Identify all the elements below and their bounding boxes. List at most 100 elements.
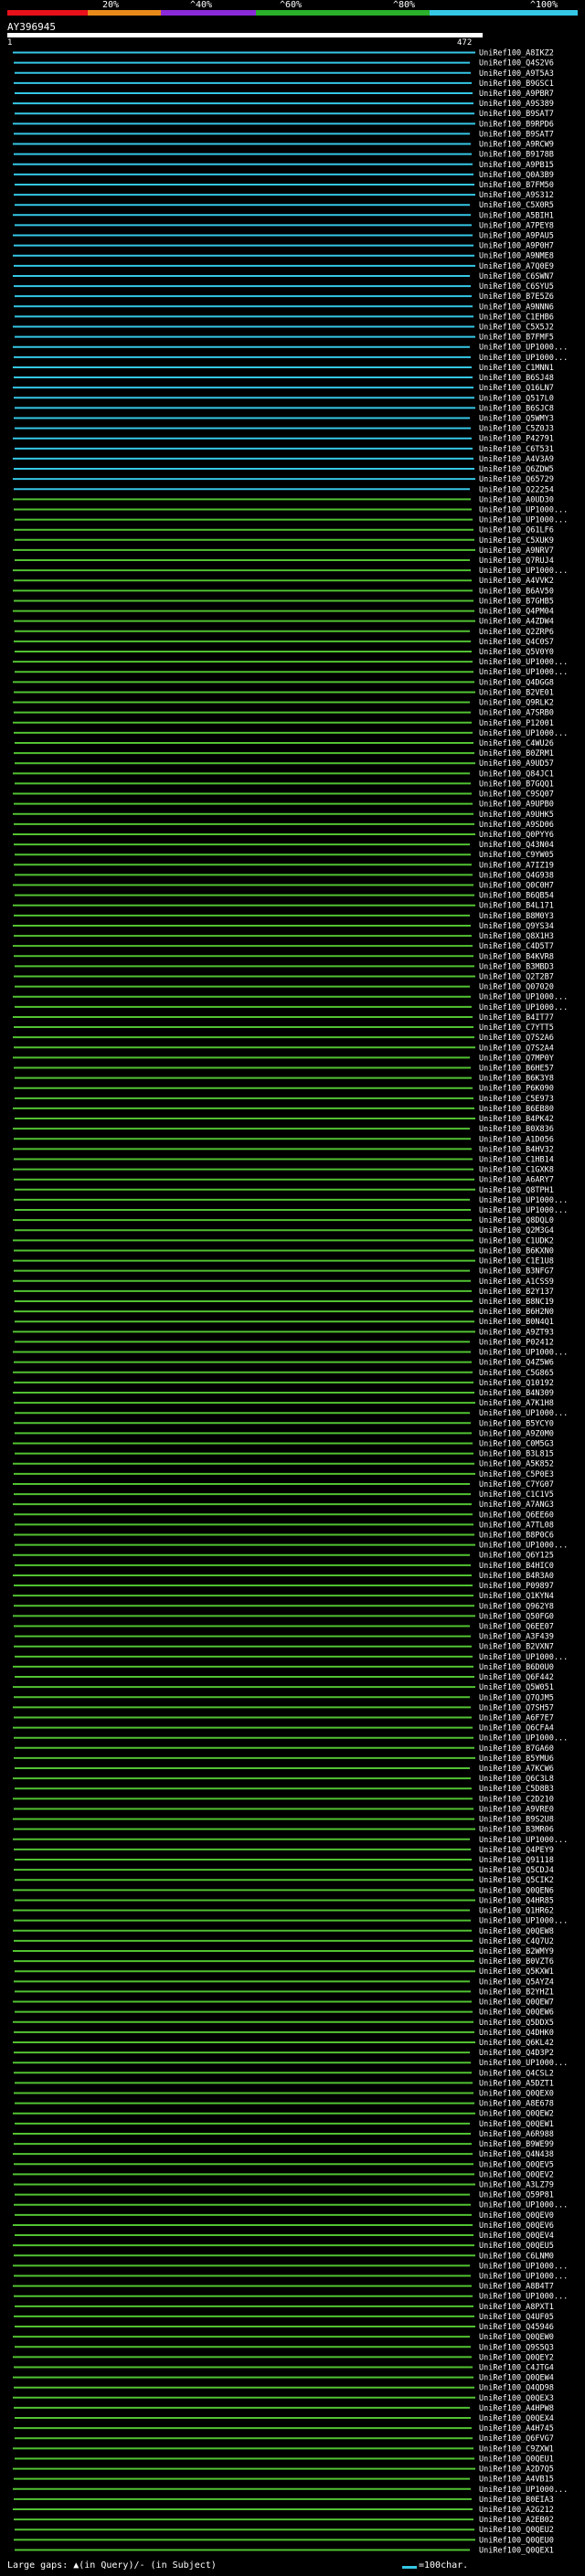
hit-label[interactable]: UniRef100_A9UHK5 bbox=[479, 811, 554, 820]
hit-label[interactable]: UniRef100_C1MNN1 bbox=[479, 364, 554, 373]
hit-label[interactable]: UniRef100_A8IKZ2 bbox=[479, 49, 554, 58]
hit-label[interactable]: UniRef100_Q0QEV4 bbox=[479, 2231, 554, 2241]
hit-label[interactable]: UniRef100_Q22254 bbox=[479, 485, 554, 494]
hit-label[interactable]: UniRef100_Q9YS34 bbox=[479, 922, 554, 931]
hit-label[interactable]: UniRef100_B0X836 bbox=[479, 1125, 554, 1134]
hit-label[interactable]: UniRef100_C1GXK8 bbox=[479, 1166, 554, 1175]
hit-label[interactable]: UniRef100_UP1000... bbox=[479, 2059, 568, 2068]
hit-label[interactable]: UniRef100_C4JTG4 bbox=[479, 2363, 554, 2372]
hit-label[interactable]: UniRef100_B3MBD3 bbox=[479, 962, 554, 971]
hit-label[interactable]: UniRef100_Q0QEW7 bbox=[479, 1998, 554, 2008]
hit-label[interactable]: UniRef100_A7PEY8 bbox=[479, 221, 554, 230]
hit-label[interactable]: UniRef100_B5YMU6 bbox=[479, 1754, 554, 1764]
hit-label[interactable]: UniRef100_Q6CFA4 bbox=[479, 1724, 554, 1733]
hit-label[interactable]: UniRef100_Q5CDJ4 bbox=[479, 1866, 554, 1875]
hit-label[interactable]: UniRef100_A9SD06 bbox=[479, 821, 554, 830]
hit-label[interactable]: UniRef100_A4ZDW4 bbox=[479, 618, 554, 627]
hit-label[interactable]: UniRef100_Q5KXW1 bbox=[479, 1967, 554, 1977]
hit-label[interactable]: UniRef100_C6T531 bbox=[479, 445, 554, 454]
hit-label[interactable]: UniRef100_C5X5J2 bbox=[479, 323, 554, 333]
hit-label[interactable]: UniRef100_B2YHZ1 bbox=[479, 1988, 554, 1997]
hit-label[interactable]: UniRef100_B7GHB5 bbox=[479, 597, 554, 606]
hit-label[interactable]: UniRef100_B0VZT6 bbox=[479, 1957, 554, 1966]
hit-label[interactable]: UniRef100_A8B4T7 bbox=[479, 2283, 554, 2292]
hit-label[interactable]: UniRef100_B6D0U0 bbox=[479, 1663, 554, 1672]
hit-label[interactable]: UniRef100_B9SAT7 bbox=[479, 110, 554, 119]
hit-label[interactable]: UniRef100_Q2M3G4 bbox=[479, 1226, 554, 1235]
hit-label[interactable]: UniRef100_Q6FVG7 bbox=[479, 2434, 554, 2443]
hit-label[interactable]: UniRef100_B4HV32 bbox=[479, 1145, 554, 1154]
hit-label[interactable]: UniRef100_Q16LN7 bbox=[479, 384, 554, 393]
hit-label[interactable]: UniRef100_A7TL08 bbox=[479, 1521, 554, 1530]
hit-label[interactable]: UniRef100_Q4S2V6 bbox=[479, 59, 554, 69]
hit-label[interactable]: UniRef100_Q5W051 bbox=[479, 1683, 554, 1692]
hit-label[interactable]: UniRef100_B4IT77 bbox=[479, 1013, 554, 1023]
hit-label[interactable]: UniRef100_UP1000... bbox=[479, 1836, 568, 1845]
hit-label[interactable]: UniRef100_A9PAU5 bbox=[479, 232, 554, 241]
hit-label[interactable]: UniRef100_Q59P81 bbox=[479, 2191, 554, 2200]
hit-label[interactable]: UniRef100_B7FM50 bbox=[479, 181, 554, 190]
hit-label[interactable]: UniRef100_UP1000... bbox=[479, 1542, 568, 1551]
hit-label[interactable]: UniRef100_Q1KYN4 bbox=[479, 1592, 554, 1601]
hit-label[interactable]: UniRef100_UP1000... bbox=[479, 1653, 568, 1662]
hit-label[interactable]: UniRef100_C9SQ07 bbox=[479, 790, 554, 800]
hit-label[interactable]: UniRef100_A4H745 bbox=[479, 2424, 554, 2433]
hit-label[interactable]: UniRef100_Q4C0S7 bbox=[479, 638, 554, 647]
hit-label[interactable]: UniRef100_B6SJC8 bbox=[479, 404, 554, 413]
hit-label[interactable]: UniRef100_C1HB14 bbox=[479, 1155, 554, 1164]
hit-label[interactable]: UniRef100_B3MR06 bbox=[479, 1826, 554, 1835]
hit-label[interactable]: UniRef100_A5BIH1 bbox=[479, 211, 554, 220]
hit-label[interactable]: UniRef100_A4VB15 bbox=[479, 2475, 554, 2485]
hit-label[interactable]: UniRef100_UP1000... bbox=[479, 516, 568, 525]
hit-label[interactable]: UniRef100_UP1000... bbox=[479, 2201, 568, 2210]
hit-label[interactable]: UniRef100_B9WE99 bbox=[479, 2140, 554, 2149]
hit-label[interactable]: UniRef100_C1C1V5 bbox=[479, 1490, 554, 1500]
hit-label[interactable]: UniRef100_A9S312 bbox=[479, 191, 554, 200]
hit-label[interactable]: UniRef100_A4HPW8 bbox=[479, 2404, 554, 2413]
hit-label[interactable]: UniRef100_A6ARY7 bbox=[479, 1176, 554, 1185]
hit-label[interactable]: UniRef100_B3L815 bbox=[479, 1450, 554, 1459]
hit-label[interactable]: UniRef100_Q8TPH1 bbox=[479, 1186, 554, 1195]
hit-label[interactable]: UniRef100_Q84JC1 bbox=[479, 769, 554, 779]
hit-label[interactable]: UniRef100_Q4DGG8 bbox=[479, 678, 554, 687]
hit-label[interactable]: UniRef100_A7SRB0 bbox=[479, 709, 554, 718]
hit-label[interactable]: UniRef100_Q0QEU1 bbox=[479, 2454, 554, 2464]
hit-label[interactable]: UniRef100_UP1000... bbox=[479, 668, 568, 677]
hit-label[interactable]: UniRef100_Q50FG0 bbox=[479, 1612, 554, 1621]
hit-label[interactable]: UniRef100_UP1000... bbox=[479, 505, 568, 514]
hit-label[interactable]: UniRef100_Q0QEW2 bbox=[479, 2110, 554, 2119]
hit-label[interactable]: UniRef100_B3NFG7 bbox=[479, 1267, 554, 1277]
hit-label[interactable]: UniRef100_B9RPD6 bbox=[479, 120, 554, 129]
hit-label[interactable]: UniRef100_Q7QJM5 bbox=[479, 1693, 554, 1702]
hit-label[interactable]: UniRef100_B6HE57 bbox=[479, 1064, 554, 1073]
hit-label[interactable]: UniRef100_C5P0E3 bbox=[479, 1470, 554, 1479]
hit-label[interactable]: UniRef100_Q0QEW1 bbox=[479, 2120, 554, 2129]
hit-label[interactable]: UniRef100_Q7RUJ4 bbox=[479, 557, 554, 566]
hit-label[interactable]: UniRef100_Q9S5Q3 bbox=[479, 2343, 554, 2352]
hit-label[interactable]: UniRef100_Q0QEV0 bbox=[479, 2211, 554, 2221]
hit-label[interactable]: UniRef100_Q0QEW4 bbox=[479, 2374, 554, 2383]
hit-label[interactable]: UniRef100_A9P0H7 bbox=[479, 242, 554, 251]
hit-label[interactable]: UniRef100_Q5CIK2 bbox=[479, 1876, 554, 1885]
hit-label[interactable]: UniRef100_UP1000... bbox=[479, 2486, 568, 2495]
hit-label[interactable]: UniRef100_A9RCW9 bbox=[479, 141, 554, 150]
hit-label[interactable]: UniRef100_UP1000... bbox=[479, 354, 568, 363]
hit-label[interactable]: UniRef100_P6K090 bbox=[479, 1085, 554, 1094]
hit-label[interactable]: UniRef100_Q7S2A4 bbox=[479, 1044, 554, 1053]
hit-label[interactable]: UniRef100_Q6C3L8 bbox=[479, 1775, 554, 1784]
hit-label[interactable]: UniRef100_B8M0Y3 bbox=[479, 912, 554, 921]
hit-label[interactable]: UniRef100_C7YG07 bbox=[479, 1480, 554, 1489]
hit-label[interactable]: UniRef100_B7GA60 bbox=[479, 1744, 554, 1754]
hit-label[interactable]: UniRef100_A8E678 bbox=[479, 2100, 554, 2109]
hit-label[interactable]: UniRef100_Q5V0Y0 bbox=[479, 648, 554, 657]
hit-label[interactable]: UniRef100_B7GQQ1 bbox=[479, 779, 554, 789]
hit-label[interactable]: UniRef100_A9ZT93 bbox=[479, 1328, 554, 1337]
hit-label[interactable]: UniRef100_A9NME8 bbox=[479, 252, 554, 261]
hit-label[interactable]: UniRef100_B0N4Q1 bbox=[479, 1318, 554, 1327]
hit-label[interactable]: UniRef100_A2EB02 bbox=[479, 2516, 554, 2525]
hit-label[interactable]: UniRef100_C1EHB6 bbox=[479, 313, 554, 322]
hit-label[interactable]: UniRef100_Q5AYZ4 bbox=[479, 1977, 554, 1987]
hit-label[interactable]: UniRef100_Q4HR85 bbox=[479, 1896, 554, 1905]
hit-label[interactable]: UniRef100_A3LZ79 bbox=[479, 2181, 554, 2190]
hit-label[interactable]: UniRef100_Q0QEW0 bbox=[479, 2333, 554, 2342]
